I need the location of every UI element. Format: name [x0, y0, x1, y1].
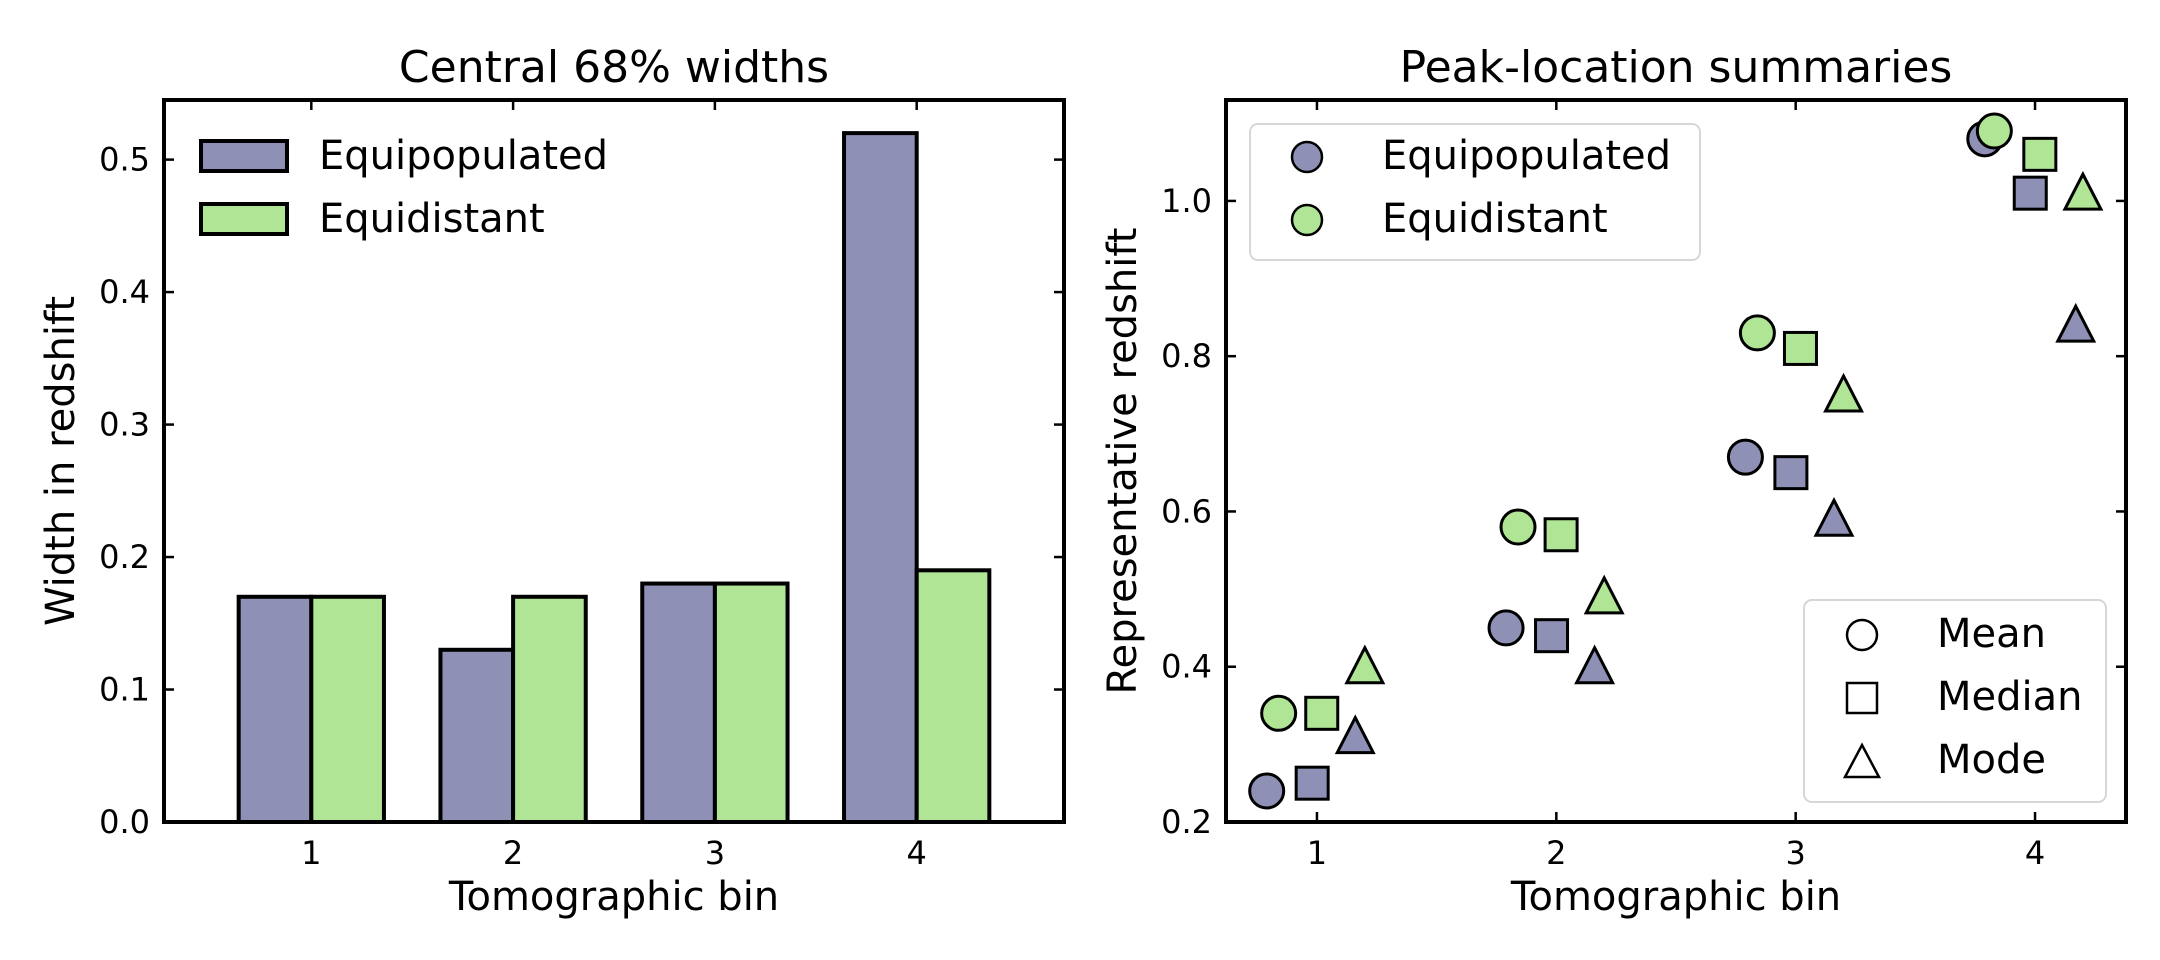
right-chart-title: Peak-location summaries	[1400, 42, 1953, 93]
point-equidistant-circle	[1738, 314, 1776, 352]
left-y-tick-label: 0.3	[99, 406, 150, 444]
point-equidistant-square	[2022, 136, 2058, 172]
legend-marker-equipopulated	[1290, 140, 1324, 174]
right-series-legend: Equipopulated Equidistant	[1249, 123, 1701, 261]
right-y-tick-label: 1.0	[1161, 182, 1212, 220]
left-x-tick-label: 1	[301, 834, 321, 872]
point-equipopulated-square	[1534, 618, 1570, 654]
legend-label-equidistant: Equidistant	[319, 196, 545, 242]
left-legend: Equipopulated Equidistant	[199, 133, 608, 242]
legend-swatch-equipopulated	[199, 139, 289, 173]
point-equipopulated-triangle	[1574, 644, 1616, 685]
right-marker-legend: Mean Median Mode	[1803, 599, 2107, 803]
point-equipopulated-square	[2012, 175, 2048, 211]
bar-equidistant-bin-2	[511, 594, 588, 825]
right-x-tick-label: 1	[1307, 834, 1327, 872]
left-x-axis-label: Tomographic bin	[448, 874, 779, 920]
point-equipopulated-triangle	[1813, 496, 1855, 537]
point-equidistant-square	[1543, 517, 1579, 553]
left-y-tick-label: 0.2	[99, 538, 150, 576]
marker-legend-box	[1803, 599, 2107, 803]
panel-scatter-peaks: Peak-location summaries 1 2 3 4 0.2 0.4 0.6 0.8…	[1100, 42, 2128, 920]
left-x-tick-label: 4	[907, 834, 927, 872]
point-equidistant-triangle	[1823, 372, 1865, 413]
point-equipopulated-circle	[1487, 609, 1525, 647]
point-equipopulated-circle	[1248, 772, 1286, 810]
left-y-tick-label: 0.1	[99, 671, 150, 709]
left-y-tick-label: 0.5	[99, 141, 150, 179]
point-equidistant-triangle	[2062, 170, 2104, 211]
point-equidistant-square	[1782, 330, 1818, 366]
right-x-tick-label: 3	[1786, 834, 1806, 872]
legend-label-equipopulated: Equipopulated	[1382, 133, 1671, 179]
legend-label-median: Median	[1937, 674, 2083, 720]
right-y-axis-label: Representative redshift	[1100, 228, 1146, 695]
point-equipopulated-circle	[1726, 438, 1764, 476]
right-plot-frame	[1224, 98, 2128, 824]
point-equipopulated-square	[1773, 455, 1809, 491]
left-plot-frame	[162, 98, 1066, 824]
point-equidistant-circle	[1260, 694, 1298, 732]
left-x-tick-label: 2	[503, 834, 523, 872]
left-y-axis-label: Width in redshift	[38, 296, 84, 626]
right-x-tick-label: 4	[2025, 834, 2045, 872]
bar-equipopulated-bin-1	[236, 594, 314, 825]
right-y-tick-label: 0.8	[1161, 337, 1212, 375]
point-equidistant-circle	[1499, 508, 1537, 546]
point-equipopulated-square	[1294, 765, 1330, 801]
bar-equidistant-bin-3	[712, 581, 790, 824]
right-y-tick-label: 0.2	[1161, 803, 1212, 841]
series-legend-box	[1249, 123, 1701, 261]
bar-equipopulated-bin-2	[438, 647, 516, 825]
right-x-tick-label: 2	[1546, 834, 1566, 872]
point-equidistant-square	[1304, 695, 1340, 731]
point-equidistant-triangle	[1583, 574, 1625, 615]
legend-label-mean: Mean	[1937, 611, 2046, 657]
point-equipopulated-triangle	[2055, 302, 2097, 343]
legend-label-mode: Mode	[1937, 737, 2046, 783]
bar-equipopulated-bin-4	[842, 131, 919, 824]
legend-marker-triangle	[1842, 742, 1882, 779]
point-equidistant-circle	[1975, 112, 2013, 150]
legend-marker-square	[1845, 681, 1879, 715]
right-x-axis-label: Tomographic bin	[1510, 874, 1841, 920]
right-y-tick-label: 0.4	[1161, 648, 1212, 686]
point-equipopulated-triangle	[1334, 714, 1376, 755]
legend-marker-equidistant	[1290, 203, 1324, 237]
left-y-tick-label: 0.0	[99, 803, 150, 841]
bar-equidistant-bin-4	[914, 568, 992, 824]
right-y-tick-label: 0.6	[1161, 492, 1212, 530]
legend-marker-circle	[1845, 618, 1879, 652]
left-chart-title: Central 68% widths	[399, 42, 829, 93]
panel-bar-widths: Central 68% widths 1 2 3 4 0.0 0.1 0.2 0.3 0.4 0.…	[38, 42, 1066, 920]
left-x-tick-label: 3	[705, 834, 725, 872]
legend-label-equipopulated: Equipopulated	[319, 133, 608, 179]
left-y-tick-label: 0.4	[99, 273, 150, 311]
legend-label-equidistant: Equidistant	[1382, 196, 1608, 242]
bar-equipopulated-bin-3	[640, 581, 717, 824]
bar-equidistant-bin-1	[309, 594, 386, 825]
point-equidistant-triangle	[1344, 644, 1386, 685]
legend-swatch-equidistant	[199, 202, 289, 236]
